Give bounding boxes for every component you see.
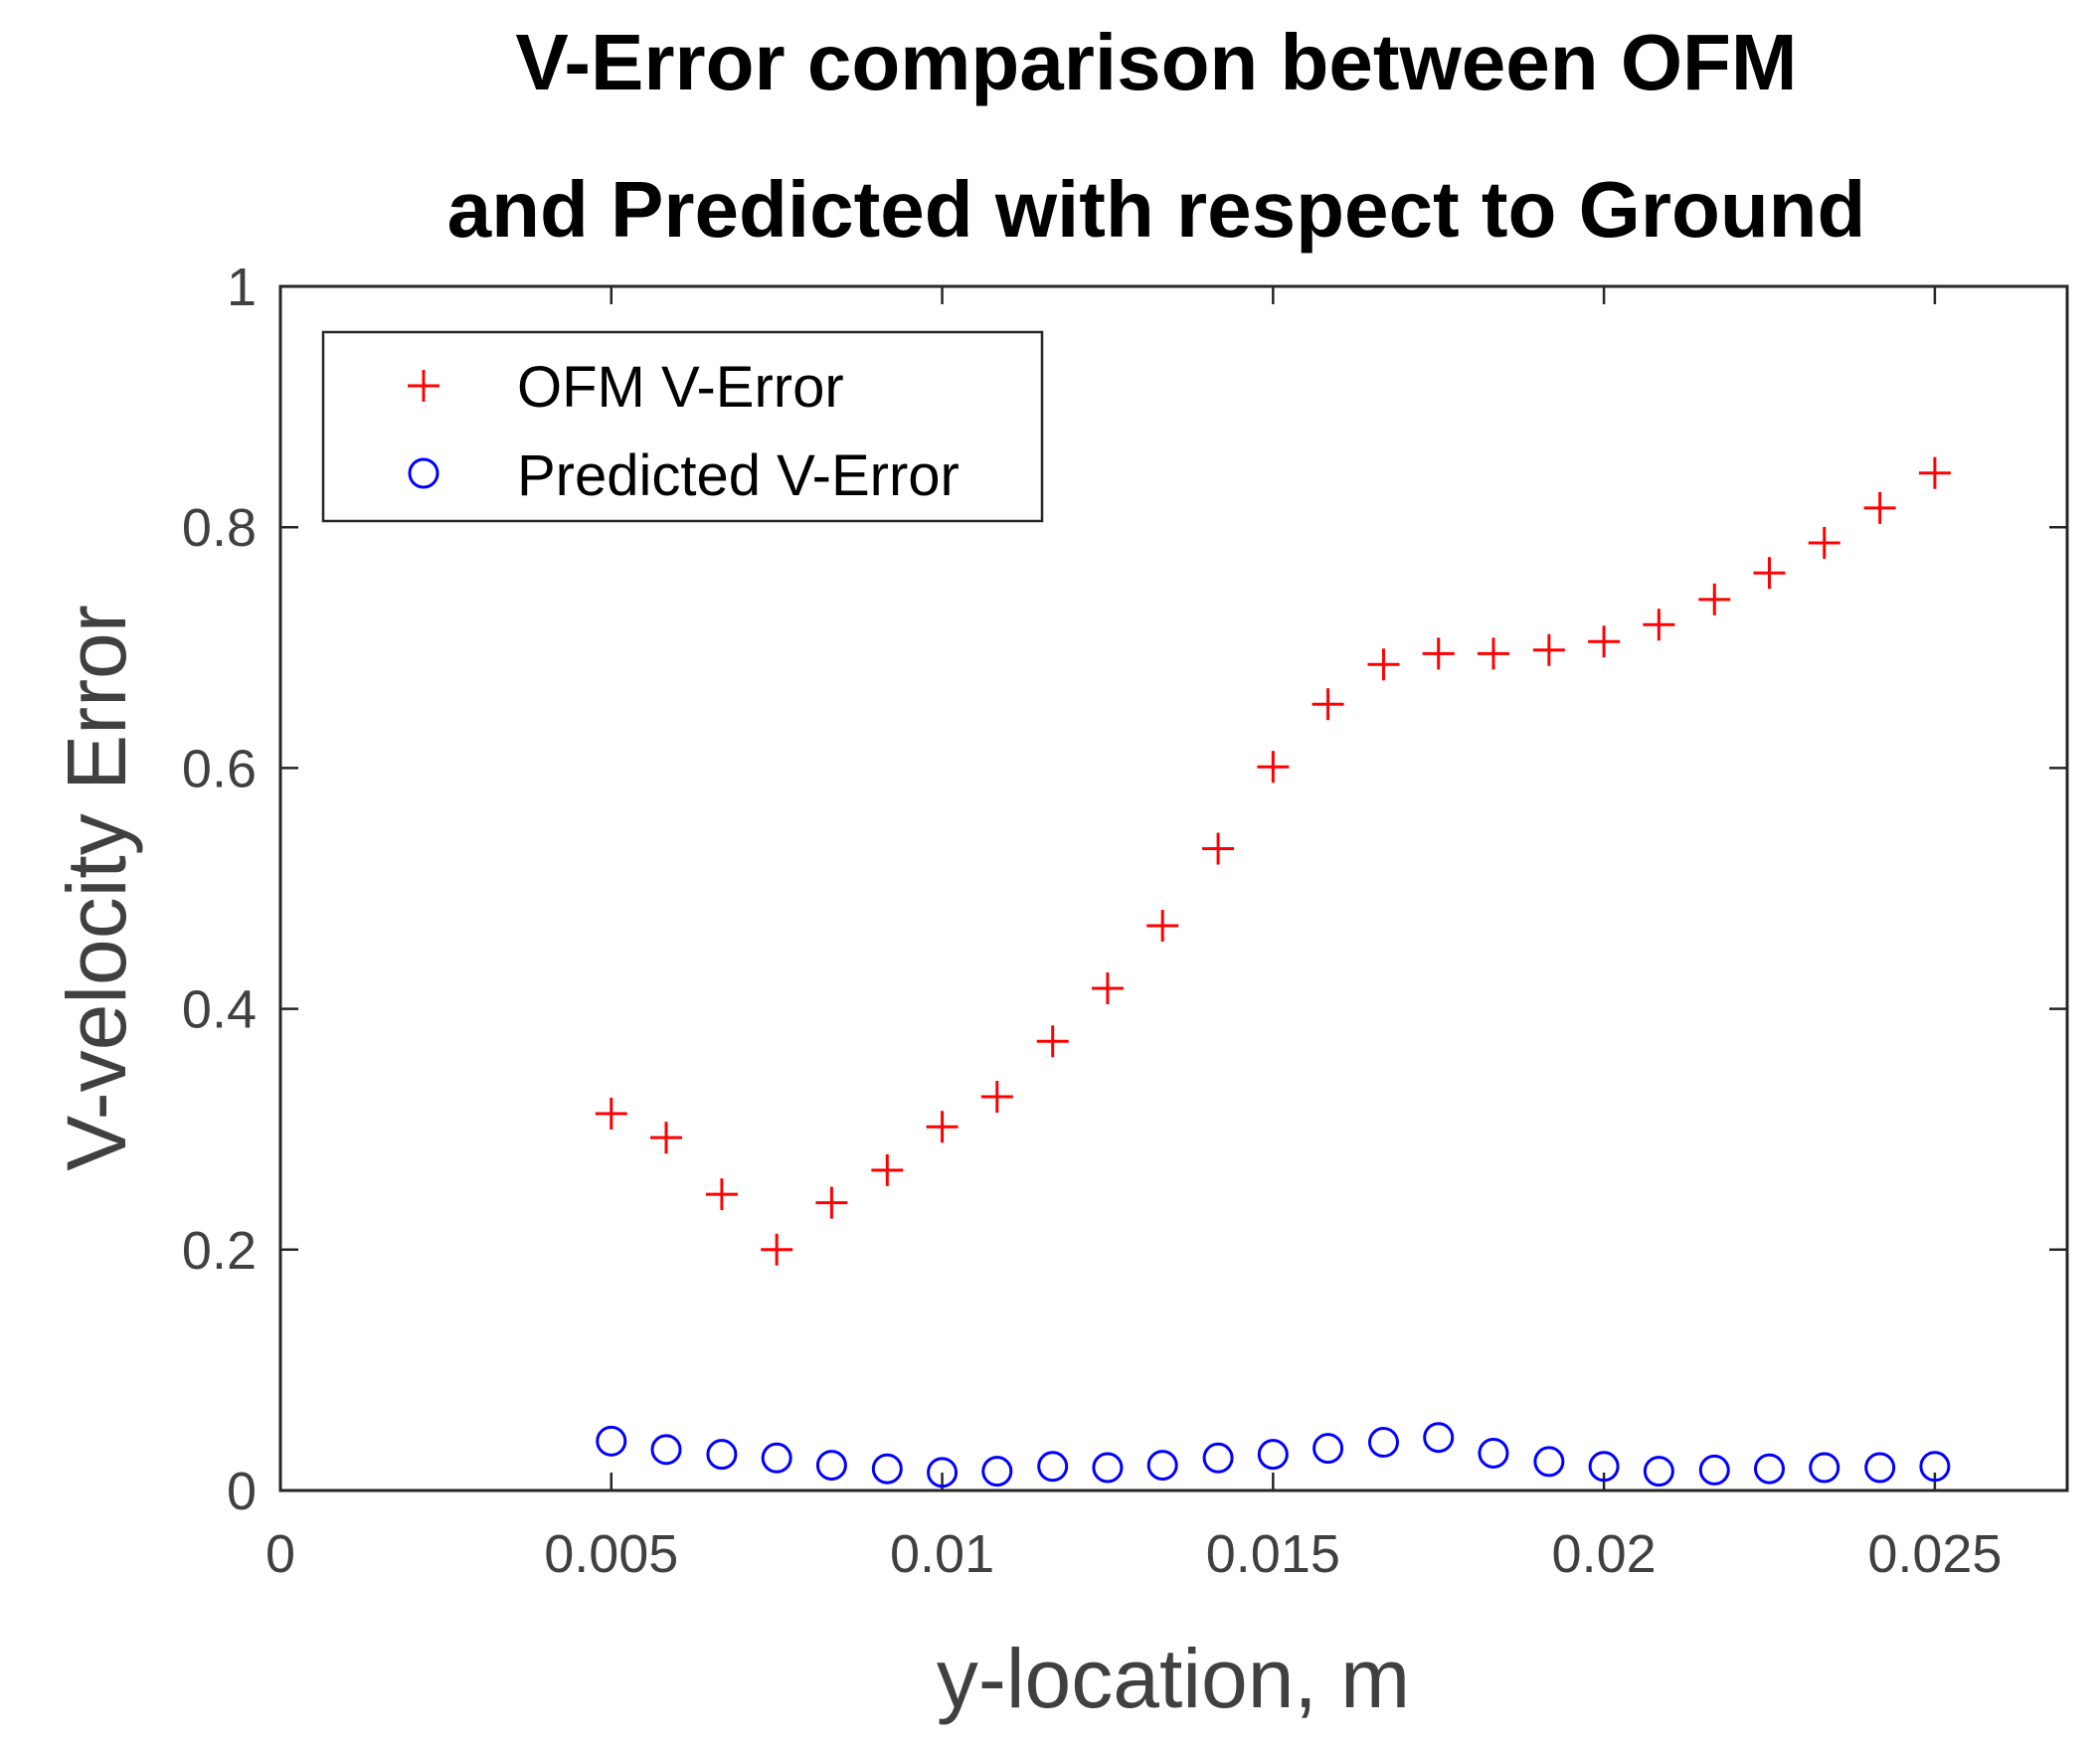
ofm-point bbox=[1312, 688, 1344, 721]
predicted-point bbox=[706, 1439, 738, 1471]
predicted-point bbox=[1202, 1442, 1234, 1474]
ofm-point bbox=[1918, 456, 1951, 489]
legend-box bbox=[321, 330, 1044, 523]
ofm-point bbox=[1367, 648, 1400, 681]
ofm-point bbox=[1643, 609, 1675, 641]
predicted-point bbox=[1919, 1451, 1951, 1483]
chart-title-line-1: V-Error comparison between OFM bbox=[515, 18, 1797, 106]
ofm-point bbox=[1698, 583, 1731, 615]
x-tick-label: 0.015 bbox=[1206, 1524, 1340, 1584]
legend-label-ofm: OFM V-Error bbox=[517, 355, 844, 420]
predicted-point bbox=[1754, 1453, 1785, 1485]
legend-circle-marker bbox=[408, 457, 439, 489]
ofm-point bbox=[1753, 557, 1786, 590]
predicted-point bbox=[1478, 1437, 1509, 1469]
predicted-point bbox=[1643, 1456, 1674, 1487]
predicted-point bbox=[1809, 1452, 1840, 1484]
predicted-point bbox=[1146, 1450, 1178, 1482]
y-tick-label: 0.2 bbox=[182, 1221, 257, 1281]
predicted-point bbox=[1423, 1422, 1455, 1454]
chart-title-line-2: and Predicted with respect to Ground bbox=[447, 165, 1866, 254]
predicted-point bbox=[981, 1456, 1013, 1487]
ofm-point bbox=[1808, 526, 1840, 559]
ofm-point bbox=[871, 1153, 904, 1186]
x-tick-label: 0.01 bbox=[890, 1524, 994, 1584]
predicted-point bbox=[1864, 1452, 1896, 1484]
plot-frame bbox=[278, 284, 2069, 1492]
y-tick-label: 0.8 bbox=[182, 498, 257, 558]
predicted-point bbox=[1312, 1433, 1344, 1465]
legend-plus-marker bbox=[408, 370, 439, 402]
y-tick-label: 0 bbox=[227, 1462, 257, 1521]
ofm-point bbox=[1422, 637, 1455, 670]
predicted-point bbox=[1092, 1452, 1124, 1484]
ofm-point bbox=[815, 1186, 848, 1219]
x-tick-label: 0.02 bbox=[1552, 1524, 1657, 1584]
ofm-point bbox=[1257, 751, 1290, 784]
y-tick-labels: 0 0.2 0.4 0.6 0.8 1 bbox=[182, 258, 257, 1521]
predicted-point bbox=[1257, 1439, 1289, 1471]
ofm-point bbox=[1477, 637, 1509, 670]
predicted-point bbox=[1588, 1451, 1620, 1483]
x-axis-label: y-location, m bbox=[937, 1632, 1410, 1725]
predicted-point bbox=[1533, 1446, 1565, 1478]
y-tick-label: 0.6 bbox=[182, 739, 257, 798]
predicted-point bbox=[650, 1434, 682, 1466]
predicted-point bbox=[1367, 1427, 1399, 1459]
legend: OFM V-Error Predicted V-Error bbox=[321, 330, 1044, 523]
predicted-point bbox=[596, 1425, 627, 1457]
y-tick-label: 0.4 bbox=[182, 980, 257, 1040]
x-tick-label: 0.025 bbox=[1867, 1524, 2002, 1584]
predicted-point bbox=[927, 1457, 959, 1488]
predicted-point bbox=[1698, 1454, 1730, 1486]
ofm-point bbox=[926, 1111, 959, 1143]
y-axis-label: V-velocity Error bbox=[50, 605, 143, 1170]
ofm-point bbox=[705, 1178, 738, 1211]
legend-circle-symbol bbox=[408, 457, 439, 489]
y-tick-label: 1 bbox=[227, 258, 257, 317]
ofm-point bbox=[1036, 1025, 1069, 1058]
ofm-point bbox=[1202, 832, 1235, 865]
legend-plus-symbol bbox=[408, 370, 439, 402]
x-tick-label: 0.005 bbox=[544, 1524, 678, 1584]
predicted-point bbox=[761, 1442, 792, 1474]
predicted-point bbox=[871, 1453, 903, 1485]
x-tick-label: 0 bbox=[265, 1524, 295, 1584]
x-tick-labels: 0 0.005 0.01 0.015 0.02 0.025 bbox=[265, 1524, 2002, 1584]
legend-label-predicted: Predicted V-Error bbox=[517, 443, 960, 508]
predicted-point bbox=[815, 1450, 847, 1482]
ofm-point bbox=[650, 1122, 683, 1154]
predicted-point bbox=[1037, 1451, 1069, 1483]
ofm-point bbox=[595, 1097, 627, 1130]
ofm-point bbox=[980, 1081, 1013, 1114]
ofm-point bbox=[1091, 972, 1124, 1005]
data-markers bbox=[595, 456, 1951, 1488]
ofm-point bbox=[761, 1233, 793, 1266]
ofm-point bbox=[1146, 910, 1179, 943]
ofm-point bbox=[1588, 625, 1621, 658]
ofm-point bbox=[1532, 633, 1565, 666]
ofm-point bbox=[1863, 491, 1896, 524]
